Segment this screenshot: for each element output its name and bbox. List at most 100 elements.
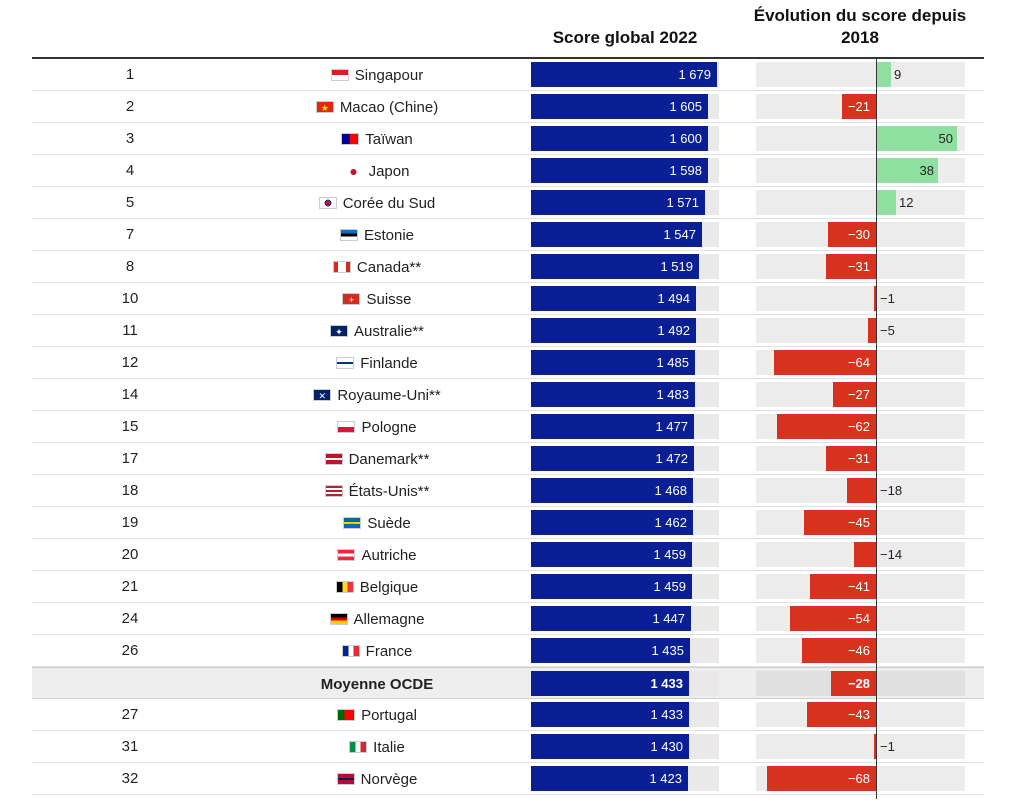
evolution-track — [756, 318, 965, 343]
sweden-flag-icon — [343, 517, 362, 529]
portugal-flag-icon — [337, 709, 356, 721]
score-bar — [531, 414, 694, 439]
evolution-bar-positive — [877, 190, 896, 215]
evolution-value-label: −1 — [880, 291, 895, 306]
evolution-value-label: −18 — [880, 483, 903, 498]
rank-label: 4 — [125, 162, 135, 179]
evolution-value-label: −31 — [847, 259, 870, 274]
country-cell: Singapour — [262, 59, 492, 91]
evolution-value-label: −41 — [847, 579, 870, 594]
evolution-bar-negative — [874, 734, 876, 759]
canada-flag-icon — [332, 261, 351, 273]
rank-label: 10 — [121, 290, 139, 307]
evolution-value-label: 12 — [899, 195, 914, 210]
country-cell: Corée du Sud — [262, 187, 492, 219]
table-row: 4 ● Japon 1 598 38 — [32, 155, 984, 187]
evolution-bar-negative — [826, 446, 876, 471]
rank-label: 26 — [121, 642, 139, 659]
evolution-bar-negative — [847, 478, 876, 503]
table-row: 2 ★ Macao (Chine) 1 605 −21 — [32, 91, 984, 123]
evolution-bar-negative — [807, 702, 876, 727]
country-cell: ★ Macao (Chine) — [262, 91, 492, 123]
evolution-value-label: −45 — [847, 515, 870, 530]
country-cell: Moyenne OCDE — [262, 668, 492, 700]
evolution-bar-negative — [804, 510, 876, 535]
evolution-value-label: −64 — [847, 355, 870, 370]
rank-label: 32 — [121, 770, 139, 787]
country-label: Portugal — [361, 706, 417, 724]
evolution-value-label: −43 — [847, 707, 870, 722]
country-label: Royaume-Uni** — [337, 386, 441, 404]
rank-label: 14 — [121, 386, 139, 403]
uk-flag-icon: ✕ — [313, 389, 332, 401]
evolution-bar-negative — [854, 542, 876, 567]
country-label: Belgique — [359, 578, 419, 596]
country-label: France — [365, 642, 413, 660]
score-value-label: 1 459 — [653, 547, 686, 562]
score-value-label: 1 483 — [656, 387, 689, 402]
score-value-label: 1 430 — [650, 739, 683, 754]
belgium-flag-icon — [335, 581, 354, 593]
score-value-label: 1 459 — [653, 579, 686, 594]
country-cell: Suède — [262, 507, 492, 539]
rank-label: 3 — [125, 130, 135, 147]
table-row: 19 Suède 1 462 −45 — [32, 507, 984, 539]
score-bar — [531, 190, 705, 215]
rank-label: 21 — [121, 578, 139, 595]
table-row: 26 France 1 435 −46 — [32, 635, 984, 667]
score-value-label: 1 547 — [663, 227, 696, 242]
country-label: Taïwan — [365, 130, 413, 148]
score-bar — [531, 478, 693, 503]
evolution-value-label: −5 — [880, 323, 895, 338]
score-bar — [531, 222, 702, 247]
evolution-value-label: 50 — [938, 131, 953, 146]
header-rule — [32, 57, 984, 59]
country-label: Macao (Chine) — [339, 98, 439, 116]
evolution-bar-negative — [833, 382, 876, 407]
table-row: 27 Portugal 1 433 −43 — [32, 699, 984, 731]
rank-label: 2 — [125, 98, 135, 115]
country-cell: ✦ Australie** — [262, 315, 492, 347]
country-cell: États-Unis** — [262, 475, 492, 507]
score-value-label: 1 605 — [669, 99, 702, 114]
rank-label: 18 — [121, 482, 139, 499]
table-row: 20 Autriche 1 459 −14 — [32, 539, 984, 571]
estonia-flag-icon — [339, 229, 358, 241]
score-value-label: 1 571 — [666, 195, 699, 210]
score-value-label: 1 519 — [660, 259, 693, 274]
evolution-bar-negative — [767, 766, 876, 791]
score-value-label: 1 435 — [651, 643, 684, 658]
evolution-column-header: Évolution du score depuis 2018 — [753, 6, 967, 47]
score-bar — [531, 62, 717, 87]
country-label: Pologne — [361, 418, 417, 436]
score-bar — [531, 542, 692, 567]
table-row: 7 Estonie 1 547 −30 — [32, 219, 984, 251]
score-value-label: 1 447 — [652, 611, 685, 626]
rank-label: 19 — [121, 514, 139, 531]
oecd-average-row: Moyenne OCDE 1 433 −28 — [32, 667, 984, 699]
rank-label: 20 — [121, 546, 139, 563]
rank-label: 24 — [121, 610, 139, 627]
country-cell: Estonie — [262, 219, 492, 251]
score-value-label: 1 433 — [650, 676, 683, 691]
country-label: Italie — [373, 738, 405, 756]
evolution-bar-negative — [790, 606, 876, 631]
score-bar — [531, 382, 695, 407]
evolution-bar-negative — [874, 286, 876, 311]
rank-label: 31 — [121, 738, 139, 755]
italy-flag-icon — [349, 741, 368, 753]
country-label: Suède — [367, 514, 411, 532]
country-cell: Danemark** — [262, 443, 492, 475]
score-bar — [531, 510, 693, 535]
score-bar — [531, 638, 690, 663]
evolution-bar-positive — [877, 158, 938, 183]
table-row: 31 Italie 1 430 −1 — [32, 731, 984, 763]
evolution-value-label: −31 — [847, 451, 870, 466]
australia-flag-icon: ✦ — [329, 325, 348, 337]
singapore-flag-icon — [330, 69, 349, 81]
score-bar — [531, 574, 692, 599]
evolution-zero-line — [876, 59, 877, 799]
country-label: Finlande — [360, 354, 418, 372]
score-bar — [531, 254, 699, 279]
score-bar — [531, 94, 708, 119]
